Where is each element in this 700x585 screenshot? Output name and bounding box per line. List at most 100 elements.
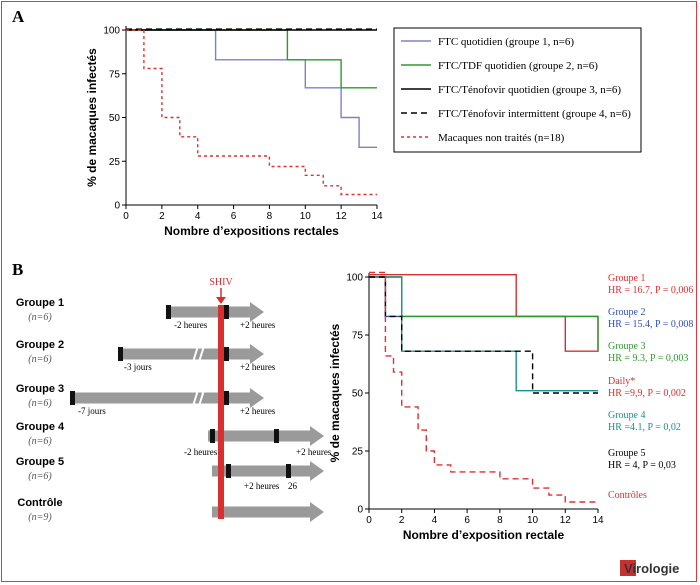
timeline-arrowhead (310, 461, 324, 481)
timeline-time-label: -7 jours (78, 406, 106, 416)
timeline-dose-mark (224, 347, 229, 361)
timeline-group-n: (n=9) (28, 512, 52, 523)
chart-a-series-line-5 (126, 29, 377, 196)
chart-a-series-line-2 (126, 29, 377, 89)
chart-b-x-tick-label: 2 (399, 515, 405, 526)
timeline-arrowhead (250, 344, 264, 364)
timeline-bar (212, 465, 310, 477)
shiv-arrow-icon (216, 297, 226, 304)
legend-label: FTC/TDF quotidien (groupe 2, n=6) (438, 60, 598, 72)
chart-b: 0 2 4 6 8 10 12 14 0 25 50 75 100 Nombre d’exposition… (328, 271, 604, 542)
chart-b-annotation-label: Groupe 3 (608, 341, 646, 352)
timeline-dose-mark (274, 429, 279, 443)
timeline-dose-mark (210, 429, 215, 443)
chart-b-x-axis-label: Nombre d’exposition rectale (403, 528, 565, 542)
chart-b-annotation-label: Groupe 2 (608, 307, 646, 318)
timeline-arrowhead (250, 388, 264, 408)
chart-a-x-tick-label: 14 (371, 211, 383, 222)
chart-a-series-line-1 (126, 29, 377, 149)
chart-b-y-tick-label: 25 (352, 447, 364, 458)
timeline-time-label: +2 heures (240, 362, 276, 372)
timeline-dose-mark (226, 464, 231, 478)
legend-label: FTC quotidien (groupe 1, n=6) (438, 36, 574, 48)
chart-a-x-axis-label: Nombre d’expositions rectales (164, 224, 339, 238)
timeline-dose-mark (118, 347, 123, 361)
chart-b-x-tick-label: 8 (497, 515, 503, 526)
timeline-dose-mark (70, 391, 75, 405)
timeline-group-n: (n=6) (28, 312, 52, 323)
chart-a-legend: FTC quotidien (groupe 1, n=6) FTC/TDF quo… (393, 27, 642, 153)
chart-b-annotation-label: Daily* (608, 376, 635, 387)
chart-b-y-tick-label: 50 (352, 389, 364, 400)
panel-a-letter: A (12, 7, 25, 26)
chart-a-x-tick-label: 2 (159, 211, 165, 222)
chart-b-annotation-label: Groupe 1 (608, 273, 646, 284)
timeline-bar (168, 306, 250, 318)
timeline-time-label: 26 (288, 481, 298, 491)
chart-b-x-tick-label: 6 (464, 515, 470, 526)
timeline-bar (70, 392, 250, 404)
legend-box (393, 27, 642, 153)
chart-b-x-tick-label: 4 (432, 515, 438, 526)
logo-mark (620, 560, 636, 576)
chart-b-y-tick-label: 75 (352, 331, 364, 342)
chart-b-series-line-4 (369, 276, 598, 392)
chart-a-y-tick-label: 75 (109, 69, 121, 80)
chart-b-annotation-stats: HR = 15.4, P = 0,008 (608, 319, 693, 330)
timeline-time-label: +2 heures (240, 406, 276, 416)
chart-a-y-tick-label: 50 (109, 113, 121, 124)
timeline-group-n: (n=6) (28, 471, 52, 482)
chart-b-series-line-2 (369, 276, 598, 318)
timeline-dose-mark (224, 391, 229, 405)
chart-a-x-tick-label: 4 (195, 211, 201, 222)
timeline-group-name: Groupe 2 (16, 339, 64, 351)
chart-b-annotation-stats: HR = 9.3, P = 0,003 (608, 353, 688, 364)
timeline-schema: Groupe 1 (n=6) Groupe 2 (n=6) Groupe 3 (n=6) G… (16, 277, 332, 523)
chart-a-x-tick-label: 0 (123, 211, 129, 222)
chart-b-annotation-label: Groupe 5 (608, 448, 646, 459)
timeline-break (198, 389, 205, 407)
timeline-dose-mark (166, 305, 171, 319)
timeline-group-n: (n=6) (28, 436, 52, 447)
chart-b-annotation-stats: HR =4.1, P = 0,02 (608, 422, 681, 433)
chart-b-y-tick-label: 100 (346, 273, 363, 284)
chart-a-x-tick-label: 12 (336, 211, 348, 222)
timeline-group-name: Groupe 1 (16, 297, 64, 309)
timeline-bar (212, 506, 310, 518)
shiv-exposure-bar (218, 305, 224, 519)
chart-b-annotation-stats: HR =9,9, P = 0,002 (608, 388, 686, 399)
legend-label: FTC/Ténofovir intermittent (groupe 4, n=… (438, 108, 631, 120)
chart-b-x-tick-label: 12 (560, 515, 572, 526)
timeline-time-label: +2 heures (240, 320, 276, 330)
chart-a-y-axis-label: % de macaques infectés (85, 48, 99, 187)
chart-b-x-tick-label: 0 (366, 515, 372, 526)
chart-b-series-line-6 (369, 271, 598, 503)
timeline-group-n: (n=6) (28, 354, 52, 365)
timeline-group-name: Groupe 5 (16, 456, 64, 468)
timeline-arrowhead (250, 302, 264, 322)
timeline-group-n: (n=6) (28, 398, 52, 409)
chart-b-series-line-5 (369, 276, 598, 394)
chart-b-x-tick-label: 14 (592, 515, 604, 526)
timeline-bar (118, 348, 250, 360)
chart-a-y-tick-label: 100 (103, 26, 120, 37)
chart-a-x-tick-label: 6 (231, 211, 237, 222)
timeline-group-name: Groupe 4 (16, 421, 65, 433)
chart-b-annotation-stats: HR = 16.7, P = 0,006 (608, 285, 693, 296)
timeline-break (192, 345, 199, 363)
chart-b-series-line-3 (369, 276, 599, 352)
legend-label: Macaques non traités (n=18) (438, 132, 565, 144)
timeline-dose-mark (224, 305, 229, 319)
chart-b-y-axis-label: % de macaques infectés (328, 323, 342, 462)
virologie-logo: Virologie (620, 560, 679, 576)
chart-b-annotation-stats: HR = 4, P = 0,03 (608, 460, 676, 471)
chart-b-series-line-1 (369, 274, 599, 352)
timeline-time-label: +2 heures (296, 447, 332, 457)
timeline-group-name: Contrôle (17, 497, 62, 509)
chart-a-y-tick-label: 0 (114, 201, 120, 212)
chart-b-y-tick-label: 0 (357, 505, 363, 516)
timeline-time-label: -2 heures (174, 320, 208, 330)
